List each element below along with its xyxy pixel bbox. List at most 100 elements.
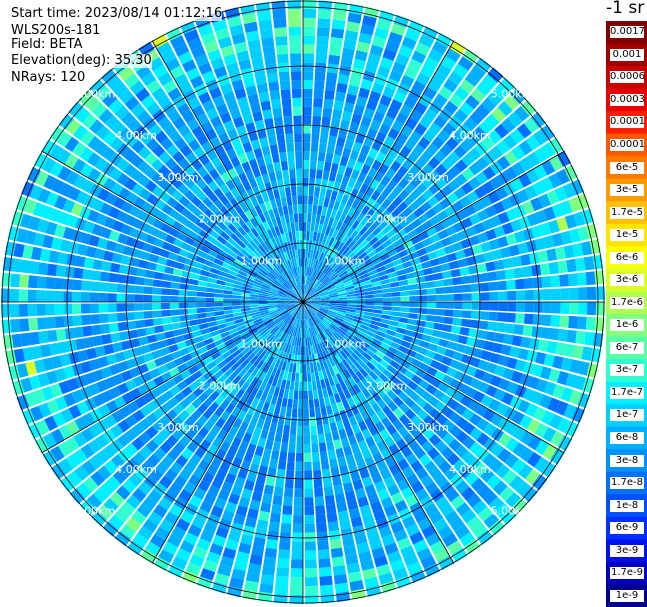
ray-gate — [293, 515, 303, 525]
ray-gate — [368, 327, 378, 334]
ray-gate — [164, 215, 176, 227]
colorbar-tick-label: 1e-7 — [610, 409, 644, 422]
ray-gate — [321, 179, 328, 189]
ray-gate — [526, 168, 540, 184]
ray-gate — [378, 10, 395, 23]
ray-gate — [454, 86, 470, 101]
field-label: Field: BETA — [11, 37, 83, 52]
ray-gate — [220, 82, 233, 95]
ray-gate — [309, 318, 314, 327]
ray-gate — [343, 280, 353, 286]
ray-gate — [162, 79, 178, 94]
ray-gate — [171, 556, 188, 570]
ray-gate — [155, 461, 169, 475]
ray-gate — [294, 249, 298, 259]
ray-gate — [365, 374, 375, 385]
ray-gate — [505, 421, 519, 436]
ray-gate — [429, 214, 441, 226]
ray-gate — [404, 329, 415, 337]
ray-gate — [203, 396, 214, 408]
ray-gate — [479, 311, 490, 321]
ray-gate — [310, 293, 320, 299]
ray-gate — [208, 401, 220, 413]
ray-gate — [428, 170, 441, 183]
ray-gate — [331, 355, 339, 366]
ray-gate — [338, 303, 348, 307]
ray-gate — [223, 120, 235, 132]
ray-gate — [551, 203, 565, 218]
ray-gate — [489, 291, 499, 301]
ray-gate — [338, 128, 348, 139]
ray-gate — [119, 463, 134, 478]
ray-gate — [344, 315, 354, 321]
ray-gate — [333, 318, 343, 324]
ray-gate — [459, 266, 470, 276]
ray-gate — [215, 284, 225, 290]
ray-gate — [126, 320, 137, 330]
ray-gate — [532, 276, 543, 289]
ray-gate — [336, 242, 345, 252]
ray-gate — [279, 331, 286, 341]
ray-gate — [99, 282, 109, 292]
ray-gate — [382, 257, 392, 266]
ray-gate — [369, 178, 380, 190]
ray-gate — [303, 248, 306, 258]
ray-gate — [312, 389, 319, 400]
ray-gate — [72, 303, 82, 315]
ray-gate — [184, 502, 199, 516]
ray-gate — [248, 178, 258, 189]
ray-gate — [296, 319, 300, 329]
ray-gate — [230, 187, 240, 198]
ray-gate — [170, 282, 180, 289]
ray-gate — [105, 400, 119, 413]
ray-gate — [95, 434, 109, 449]
ray-gate — [25, 230, 37, 245]
ray-gate — [45, 191, 59, 207]
ray-gate — [321, 320, 329, 329]
ray-gate — [285, 303, 295, 307]
ray-gate — [256, 258, 265, 267]
ray-gate — [21, 181, 35, 197]
ray-gate — [88, 454, 103, 470]
ray-gate — [223, 258, 234, 266]
ray-gate — [325, 267, 333, 276]
ray-gate — [296, 295, 303, 302]
ray-gate — [465, 365, 478, 377]
ray-gate — [356, 402, 366, 413]
ray-gate — [102, 92, 118, 108]
ray-gate — [319, 262, 325, 272]
ray-gate — [369, 538, 383, 551]
ray-gate — [154, 325, 164, 334]
ray-gate — [267, 294, 277, 298]
ray-gate — [546, 340, 558, 354]
ray-gate — [358, 269, 368, 277]
ray-gate — [462, 310, 472, 319]
ray-gate — [227, 128, 239, 140]
ray-gate — [342, 348, 351, 357]
ray-gate — [271, 99, 282, 109]
ray-gate — [350, 242, 360, 252]
ray-gate — [295, 231, 300, 241]
ray-gate — [476, 81, 492, 96]
ray-gate — [363, 287, 374, 292]
ray-gate — [246, 274, 256, 281]
ray-gate — [227, 168, 238, 179]
ray-gate — [445, 48, 461, 63]
ray-gate — [340, 437, 350, 448]
ray-gate — [188, 213, 199, 224]
ray-gate — [346, 227, 355, 237]
ray-gate — [399, 285, 409, 292]
ray-gate — [118, 66, 135, 82]
ray-gate — [434, 315, 445, 324]
ray-gate — [224, 367, 234, 378]
ray-gate — [438, 460, 452, 474]
ray-gate — [339, 119, 350, 131]
ray-gate — [117, 274, 128, 284]
ray-gate — [311, 317, 317, 326]
ray-gate — [320, 303, 330, 306]
ray-gate — [423, 327, 434, 336]
ray-gate — [276, 134, 286, 145]
ray-gate — [276, 44, 289, 55]
ray-gate — [303, 239, 306, 249]
ray-gate — [309, 307, 317, 315]
